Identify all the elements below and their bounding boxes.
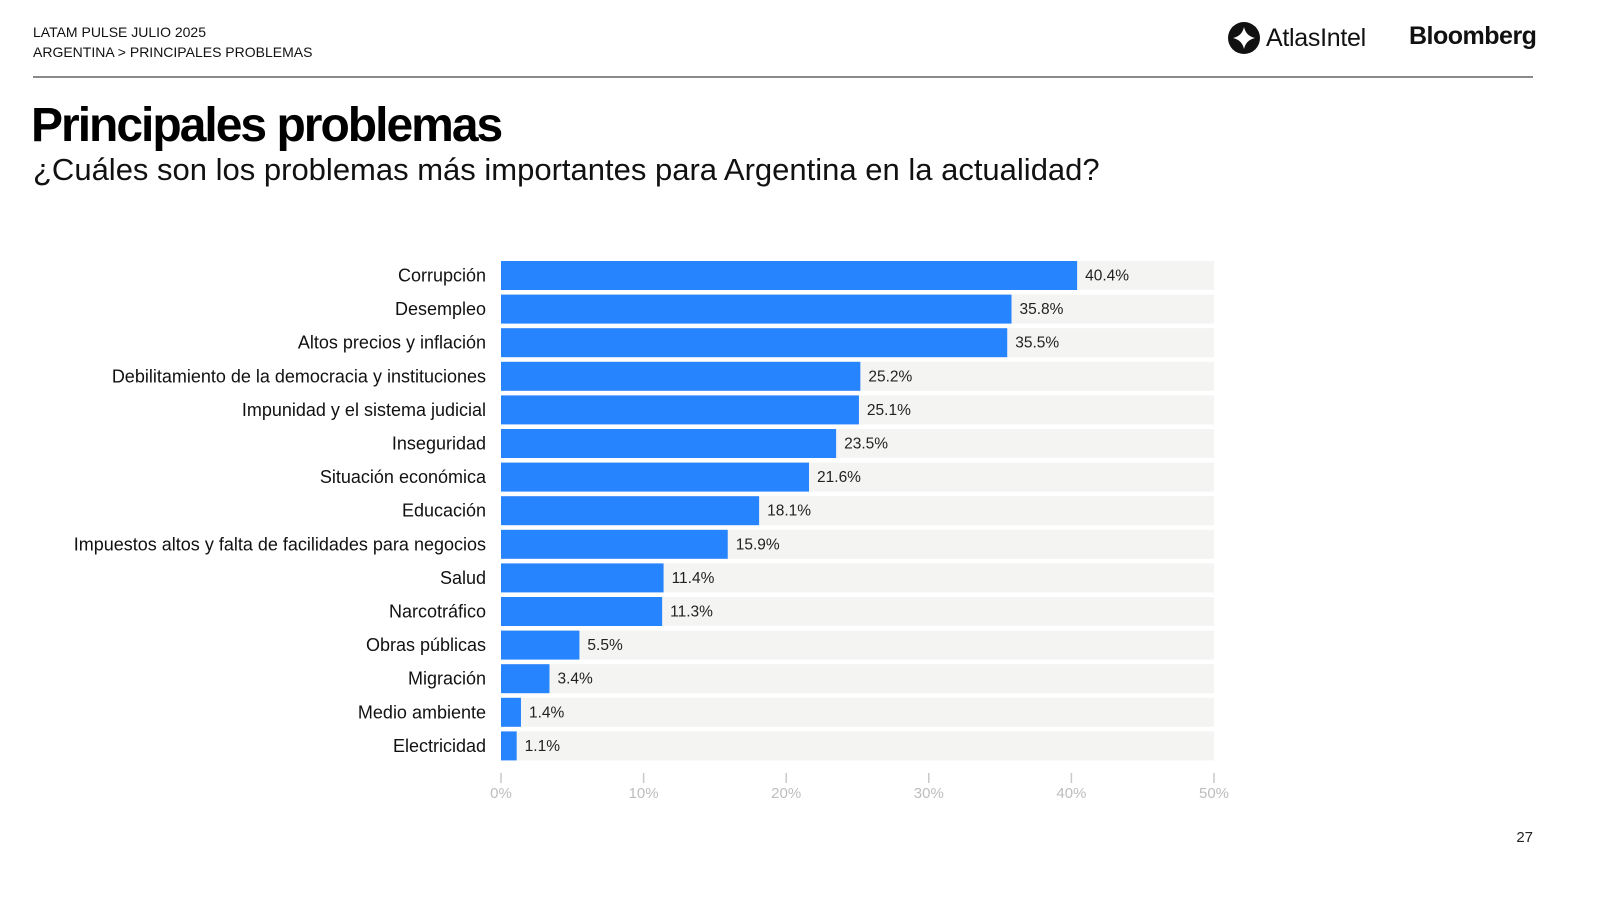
bar	[501, 261, 1078, 290]
x-tick-label: 30%	[914, 785, 944, 802]
category-label: Migración	[408, 669, 486, 689]
category-label: Obras públicas	[366, 635, 486, 655]
category-label: Electricidad	[393, 736, 486, 756]
data-label: 11.4%	[672, 570, 715, 587]
data-label: 40.4%	[1085, 268, 1129, 285]
report-name: LATAM PULSE JULIO 2025	[33, 24, 206, 40]
bar	[501, 630, 580, 660]
x-tick-label: 20%	[771, 785, 801, 802]
data-label: 35.8%	[1020, 301, 1064, 318]
x-tick-label: 50%	[1199, 785, 1229, 802]
category-label: Inseguridad	[392, 434, 486, 454]
data-label: 21.6%	[817, 469, 861, 486]
atlasintel-logo-icon	[1228, 22, 1260, 54]
breadcrumb: ARGENTINA > PRINCIPALES PROBLEMAS	[33, 44, 313, 60]
data-label: 1.1%	[525, 738, 561, 755]
atlasintel-logo-text: AtlasIntel	[1266, 23, 1366, 52]
page-subtitle: ¿Cuáles son los problemas más importante…	[33, 152, 1100, 187]
x-tick-label: 10%	[629, 785, 659, 802]
bar	[501, 697, 521, 727]
category-label: Medio ambiente	[358, 702, 486, 722]
bar	[501, 731, 517, 761]
data-label: 25.1%	[867, 402, 911, 419]
data-label: 1.4%	[529, 704, 565, 721]
bar	[501, 395, 859, 425]
data-label: 23.5%	[844, 436, 888, 453]
atlasintel-logo: AtlasIntel	[1228, 22, 1366, 54]
bar	[501, 462, 810, 492]
bar	[501, 429, 837, 458]
data-label: 11.3%	[670, 604, 713, 621]
bar	[501, 328, 1008, 358]
bar-track	[501, 697, 1214, 727]
category-label: Impuestos altos y falta de facilidades p…	[74, 534, 486, 554]
x-tick-label: 40%	[1056, 785, 1086, 802]
category-label: Salud	[440, 568, 486, 588]
bar	[501, 496, 760, 526]
category-label: Desempleo	[395, 299, 486, 319]
bar	[501, 529, 728, 559]
category-label: Narcotráfico	[389, 602, 486, 622]
bar	[501, 361, 861, 391]
bar	[501, 664, 550, 694]
data-label: 15.9%	[736, 536, 780, 553]
bar	[501, 294, 1012, 324]
bar	[501, 597, 663, 626]
page-title: Principales problemas	[31, 99, 503, 152]
bar-track	[501, 630, 1214, 660]
data-label: 35.5%	[1015, 335, 1059, 352]
category-label: Situación económica	[320, 467, 487, 487]
report-header: LATAM PULSE JULIO 2025 ARGENTINA > PRINC…	[33, 22, 312, 62]
data-label: 18.1%	[767, 503, 811, 520]
data-label: 3.4%	[557, 671, 593, 688]
bloomberg-logo: Bloomberg	[1409, 22, 1537, 50]
bar-track	[501, 664, 1214, 694]
category-label: Altos precios y inflación	[298, 333, 486, 353]
data-label: 5.5%	[587, 637, 623, 654]
category-label: Debilitamiento de la democracia y instit…	[112, 366, 486, 386]
bar-track	[501, 731, 1214, 761]
bar	[501, 563, 664, 593]
x-tick-label: 0%	[490, 785, 512, 802]
header-divider	[33, 76, 1533, 78]
category-label: Impunidad y el sistema judicial	[242, 400, 486, 420]
page-number: 27	[1516, 829, 1533, 846]
category-label: Corrupción	[398, 266, 486, 286]
data-label: 25.2%	[868, 368, 912, 385]
category-label: Educación	[402, 501, 486, 521]
